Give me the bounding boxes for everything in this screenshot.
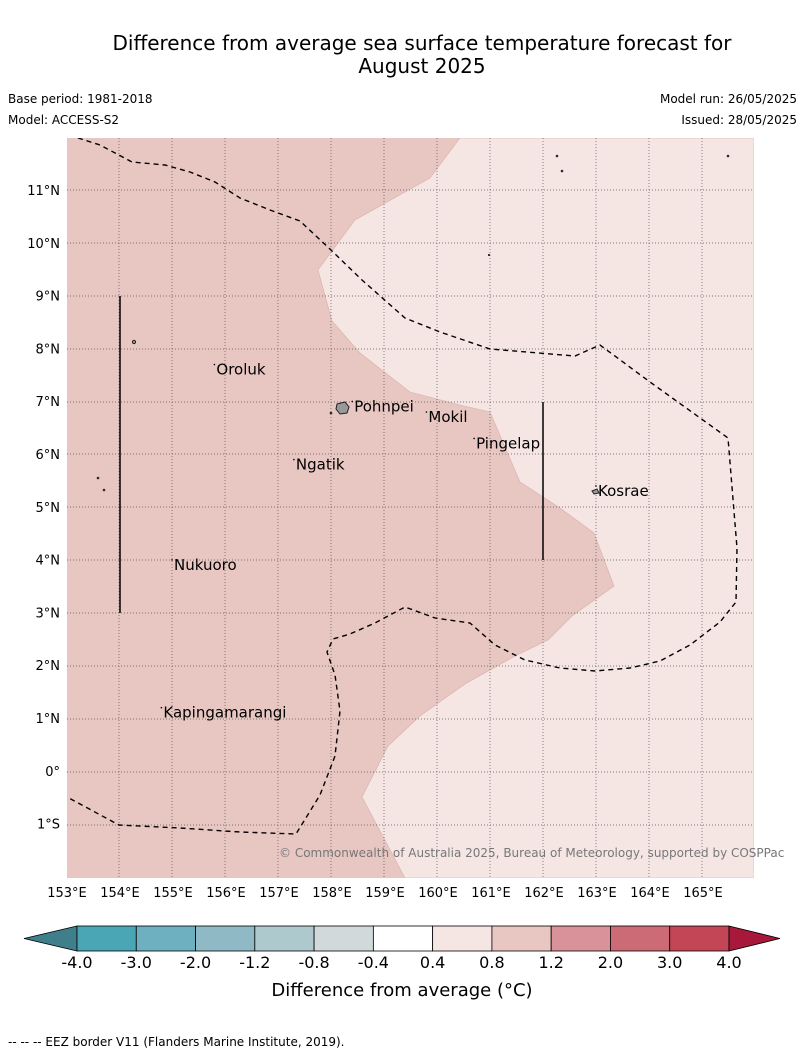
colorbar-band (610, 925, 671, 952)
colorbar-tick-label: 1.2 (538, 953, 563, 972)
place-marker (171, 559, 173, 561)
lat-tick-label: 4°N (36, 554, 61, 569)
lat-tick-label: 2°N (36, 659, 61, 674)
copyright-notice: © Commonwealth of Australia 2025, Bureau… (279, 846, 784, 860)
colorbar-band (550, 925, 611, 952)
colorbar-band (135, 925, 196, 952)
colorbar-band (372, 925, 434, 952)
lon-tick-label: 157°E (259, 886, 299, 901)
colorbar-tick-label: -2.0 (180, 953, 211, 972)
kosrae-island (591, 488, 600, 495)
lon-tick-label: 158°E (312, 886, 352, 901)
colorbar-tick-label: -4.0 (61, 953, 92, 972)
place-marker (595, 485, 597, 487)
latitude-axis: 11°N 10°N 9°N 8°N 7°N 6°N 5°N 4°N 3°N 2°N 1°N 0° 1°S (27, 184, 60, 833)
map: Oroluk Pohnpei Mokil Pingelap Ngatik Kosrae Nu… (27, 138, 784, 901)
place-labels: Oroluk Pohnpei Mokil Pingelap Ngatik Kosrae Nu… (160, 361, 649, 722)
issued-date: Issued: 28/05/2025 (681, 113, 797, 127)
small-island (131, 339, 137, 345)
place-label-nukuoro: Nukuoro (174, 556, 237, 574)
lat-tick-label: 9°N (36, 290, 61, 305)
colorbar-extend-high (728, 925, 781, 952)
colorbar-band (432, 925, 493, 952)
anomaly-region-0.4-0.8 (317, 138, 754, 878)
eez-borders (67, 138, 738, 835)
place-marker (425, 411, 428, 413)
lat-tick-label: 11°N (27, 184, 60, 199)
colorbar-extend-low (23, 925, 78, 952)
small-island (726, 154, 730, 158)
small-island (96, 476, 100, 480)
eez-meridian-segments (119, 296, 544, 613)
lon-tick-label: 159°E (365, 886, 405, 901)
lat-tick-label: 3°N (36, 606, 61, 621)
longitude-axis: 153°E 154°E 155°E 156°E 157°E 158°E 159°E 160°E… (47, 886, 723, 901)
islands (96, 154, 730, 495)
place-marker (160, 706, 163, 709)
place-label-kapingamarangi: Kapingamarangi (163, 704, 286, 722)
place-label-pohnpei: Pohnpei (354, 397, 414, 415)
colorbar-tick-label: -0.8 (298, 953, 329, 972)
lon-tick-label: 163°E (577, 886, 617, 901)
title-line-1: Difference from average sea surface temp… (112, 31, 732, 55)
colorbar-band (313, 925, 374, 952)
place-marker (351, 400, 354, 403)
colorbar-tick-label: 3.0 (657, 953, 682, 972)
place-marker (213, 363, 216, 366)
lat-tick-label: 5°N (36, 501, 61, 516)
model-run: Model run: 26/05/2025 (659, 92, 797, 106)
lat-tick-label: 10°N (27, 237, 60, 252)
colorbar-band (669, 925, 730, 952)
lon-tick-label: 164°E (630, 886, 670, 901)
place-marker (473, 437, 475, 440)
map-title: Difference from average sea surface temp… (60, 32, 784, 78)
eez-footnote: -- -- -- EEZ border V11 (Flanders Marine… (8, 1035, 345, 1049)
lon-tick-label: 162°E (524, 886, 564, 901)
lon-tick-label: 155°E (153, 886, 193, 901)
lat-tick-label: 8°N (36, 342, 61, 357)
colorbar-band (491, 925, 552, 952)
colorbar-tick-label: -0.4 (358, 953, 389, 972)
place-label-kosrae: Kosrae (598, 482, 649, 500)
place-label-mokil: Mokil (428, 408, 467, 426)
lon-tick-label: 156°E (206, 886, 246, 901)
base-period: Base period: 1981-2018 (8, 92, 153, 106)
small-island (487, 253, 491, 257)
lon-tick-label: 160°E (418, 886, 458, 901)
colorbar-band (254, 925, 315, 952)
place-label-pingelap: Pingelap (476, 434, 540, 452)
grid-lines (67, 138, 754, 878)
small-island (329, 411, 333, 415)
colorbar-tick-label: 0.8 (479, 953, 504, 972)
lat-tick-label: 6°N (36, 448, 61, 463)
lon-tick-label: 165°E (683, 886, 723, 901)
place-marker (293, 458, 295, 461)
small-island (102, 488, 106, 492)
small-island (560, 169, 564, 173)
pohnpei-island (335, 401, 350, 415)
colorbar-tick-label: 2.0 (598, 953, 623, 972)
lat-tick-label: 0° (45, 765, 60, 780)
colorbar-band (76, 925, 137, 952)
title-line-2: August 2025 (358, 54, 486, 78)
lat-tick-label: 1°N (36, 712, 61, 727)
lon-tick-label: 153°E (47, 886, 87, 901)
colorbar-tick-label: -1.2 (239, 953, 270, 972)
lon-tick-label: 161°E (471, 886, 511, 901)
colorbar-title: Difference from average (°C) (271, 980, 533, 1001)
colorbar-band (195, 925, 256, 952)
colorbar-tick-label: 4.0 (716, 953, 741, 972)
lon-tick-label: 154°E (100, 886, 140, 901)
small-island (555, 154, 559, 158)
lat-tick-label: 7°N (36, 395, 61, 410)
lat-tick-label: 1°S (37, 818, 60, 833)
place-label-ngatik: Ngatik (296, 456, 345, 474)
model-name: Model: ACCESS-S2 (8, 113, 120, 127)
place-label-oroluk: Oroluk (216, 361, 265, 379)
colorbar-tick-label: 0.4 (420, 953, 445, 972)
colorbar-tick-label: -3.0 (121, 953, 152, 972)
